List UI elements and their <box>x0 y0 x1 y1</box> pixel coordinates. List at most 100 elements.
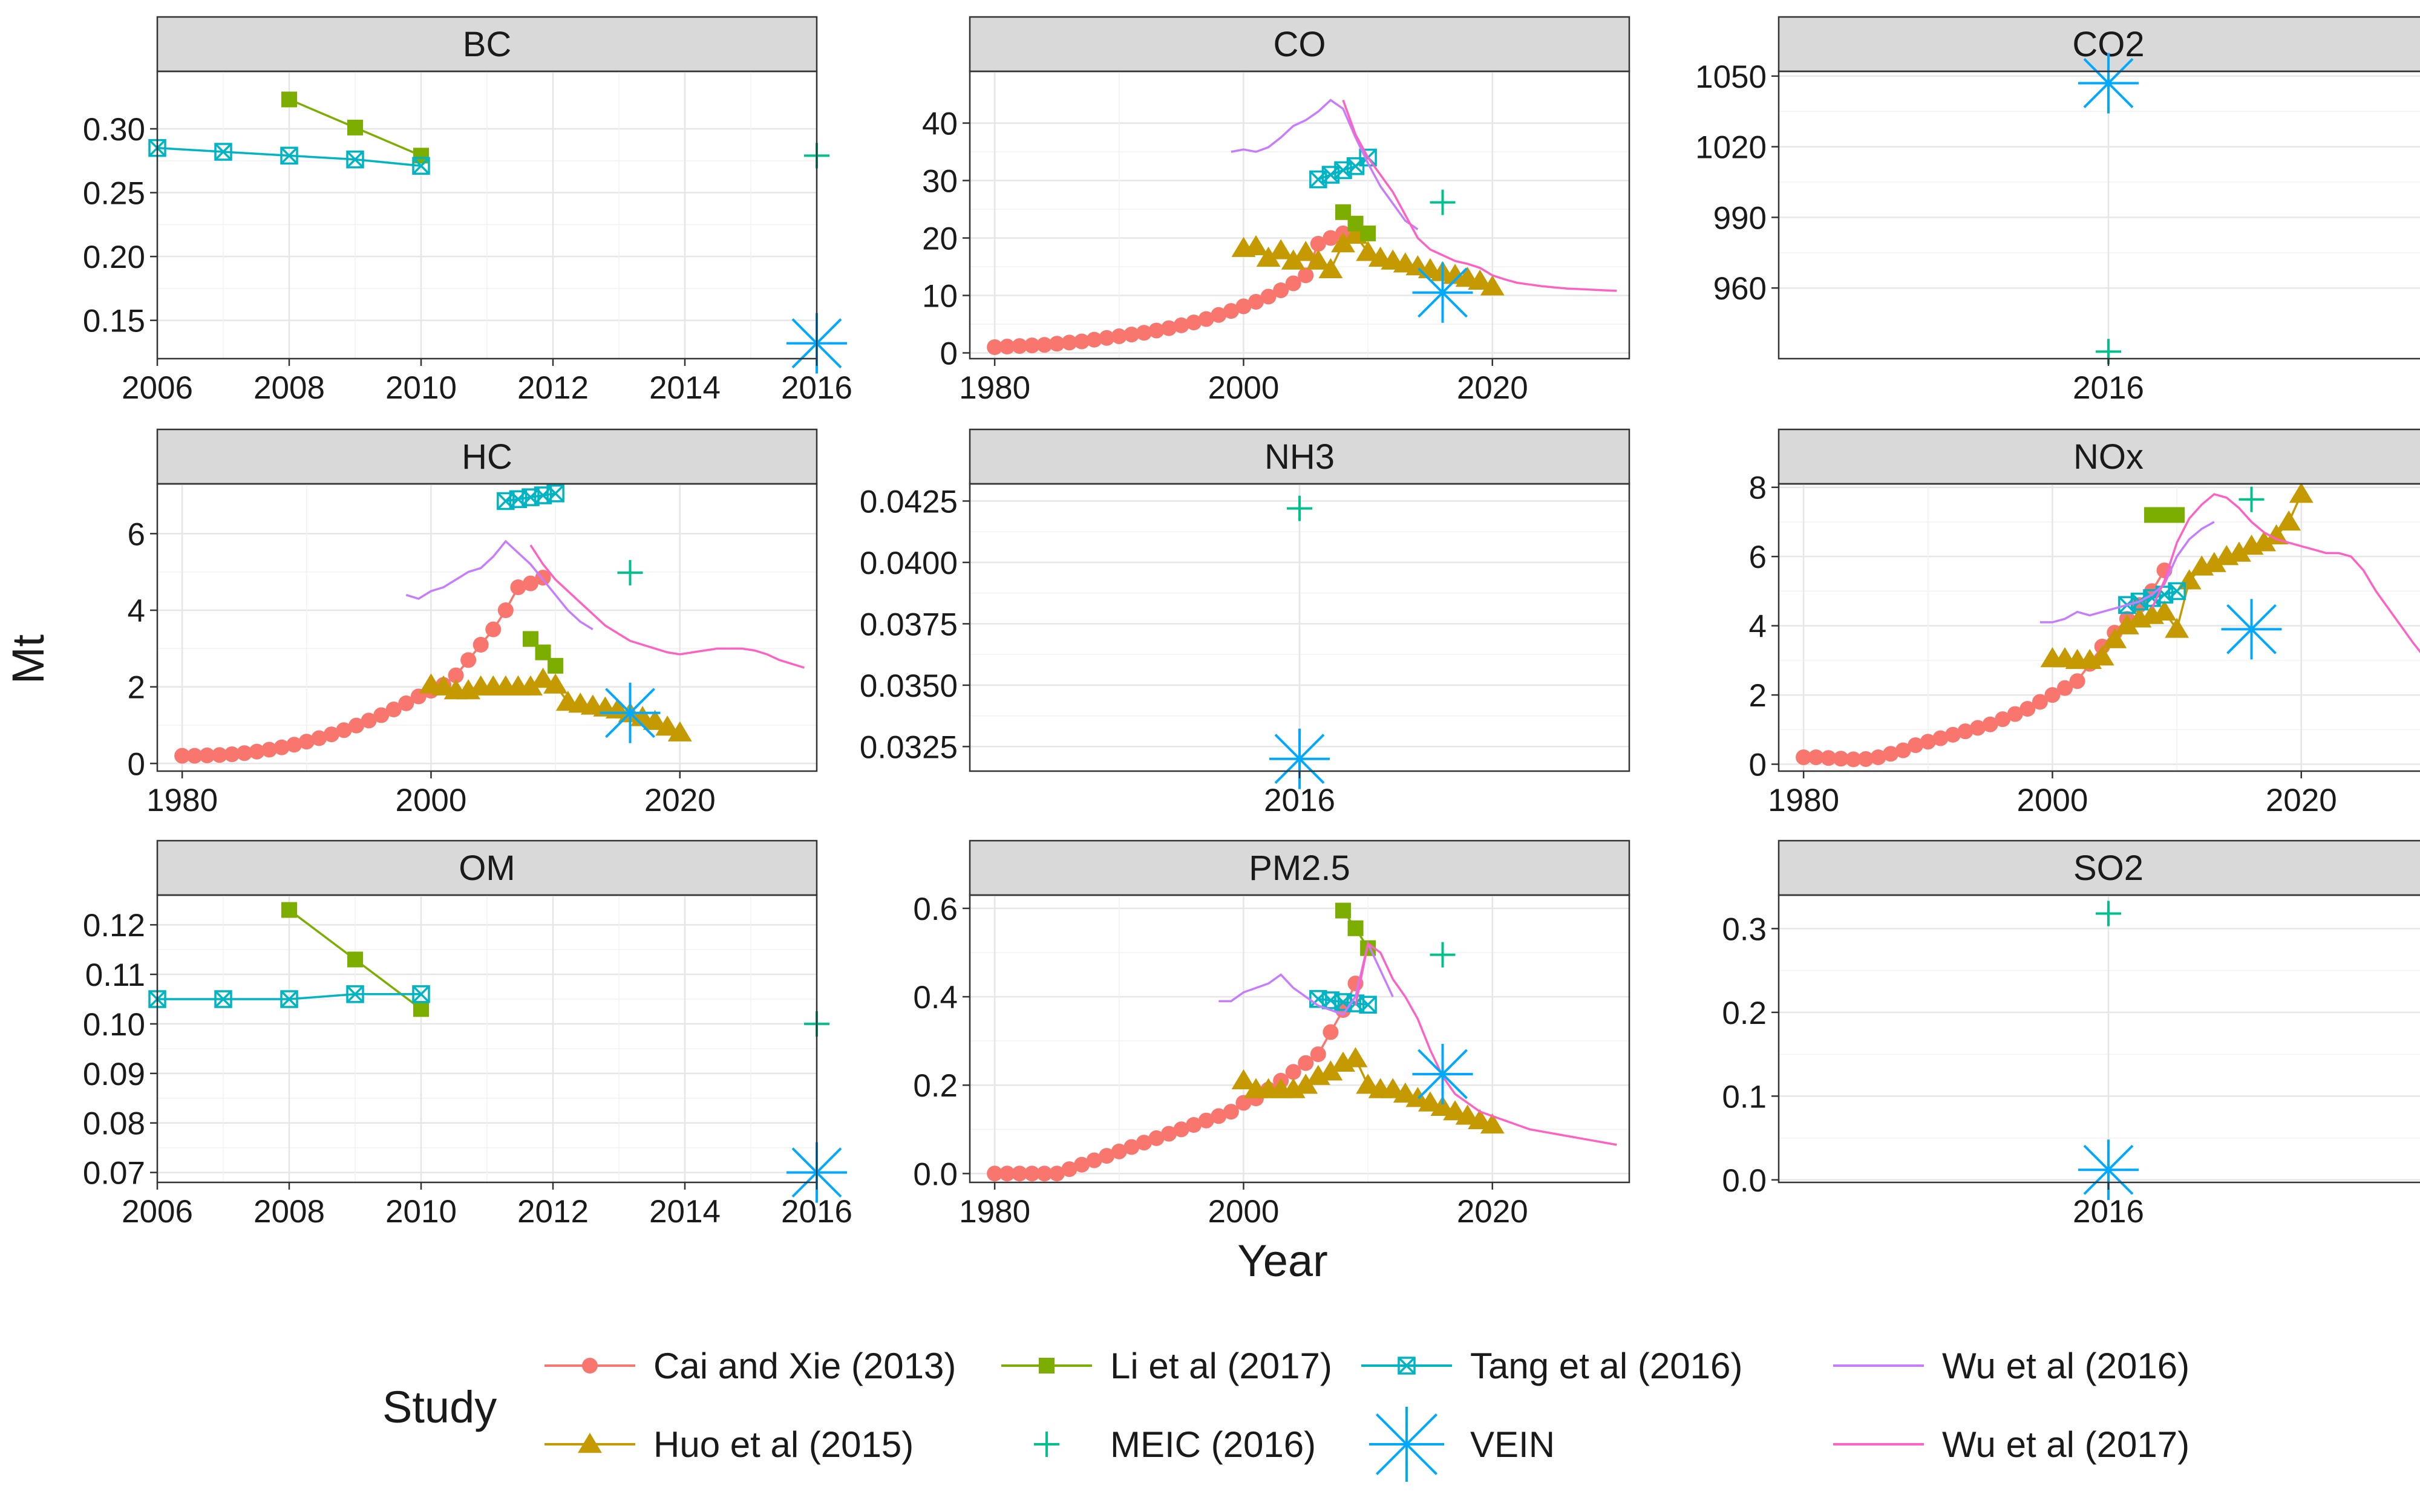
data-point <box>1036 337 1053 353</box>
legend-item-wu-et-al-2017: Wu et al (2017) <box>1833 1424 2189 1465</box>
series-li-et-al-2017 <box>522 631 564 674</box>
data-point <box>1318 258 1343 278</box>
data-point <box>1359 996 1377 1014</box>
x-axis-ticks: 2016 <box>1264 771 1335 818</box>
gridlines <box>1779 484 2420 771</box>
data-point <box>1273 282 1289 298</box>
data-point <box>1287 495 1312 521</box>
legend-key <box>1369 1407 1444 1482</box>
data-point <box>2169 507 2185 523</box>
data-point <box>1269 728 1330 789</box>
data-point <box>2221 599 2282 660</box>
y-axis-ticks: 0.0 0.1 0.2 0.3 <box>1722 911 1779 1199</box>
series-line <box>1231 99 1419 230</box>
data-point <box>1285 1064 1301 1080</box>
data-point <box>1123 327 1140 343</box>
legend-marker <box>1039 1358 1055 1374</box>
series-layer <box>2078 901 2139 1201</box>
data-point <box>1310 236 1326 252</box>
series-cai-and-xie-2013 <box>987 976 1364 1182</box>
data-point <box>273 739 290 755</box>
data-point <box>1982 716 1998 732</box>
data-point <box>1223 303 1239 319</box>
series-huo-et-al-2015 <box>1231 223 1505 296</box>
facet-strip-label: BC <box>463 25 512 64</box>
panel-border <box>156 70 818 360</box>
series-vein <box>2078 53 2139 114</box>
data-point <box>1231 1069 1256 1090</box>
data-point <box>1198 1112 1214 1129</box>
data-point <box>1857 751 1874 767</box>
legend-item-cai-and-xie-2013: Cai and Xie (2013) <box>544 1346 956 1386</box>
y-tick-label: 6 <box>128 516 145 552</box>
facet-strip-label: OM <box>459 849 515 888</box>
series-huo-et-al-2015 <box>419 668 692 741</box>
legend-label: Huo et al (2015) <box>653 1424 914 1465</box>
data-point <box>2252 531 2277 552</box>
data-point <box>2226 541 2251 562</box>
y-axis-ticks: 0.07 0.08 0.09 0.10 0.11 0.12 <box>83 908 157 1191</box>
legend-item-tang-et-al-2016: Tang et al (2016) <box>1361 1346 1742 1386</box>
data-point <box>224 746 240 763</box>
gridlines <box>1779 71 2420 359</box>
facet-strip <box>969 839 1630 896</box>
legend-item-meic-2016: MEIC (2016) <box>1034 1424 1316 1465</box>
panel-background <box>1779 71 2420 359</box>
panel-background <box>1779 895 2420 1182</box>
data-point <box>1443 1100 1468 1121</box>
data-point <box>1468 1109 1493 1129</box>
y-tick-label: 6 <box>1749 539 1767 575</box>
series-line <box>1354 942 1617 1146</box>
x-tick-label: 2020 <box>2266 783 2337 818</box>
data-point <box>385 702 402 718</box>
data-point <box>1256 246 1281 267</box>
data-point <box>1412 262 1473 323</box>
x-tick-label: 2008 <box>253 1194 325 1230</box>
data-point <box>1430 1095 1455 1116</box>
data-point <box>1833 751 1849 767</box>
data-point <box>1281 249 1306 270</box>
data-point <box>1285 275 1301 292</box>
data-point <box>1099 330 1115 346</box>
data-point <box>2019 700 2036 717</box>
data-point <box>346 150 364 169</box>
data-point <box>1468 269 1493 290</box>
x-tick-label: 2014 <box>649 1194 721 1230</box>
y-axis-ticks: 0 10 20 30 40 <box>922 106 970 372</box>
facet-strip-label: PM2.5 <box>1249 849 1350 888</box>
data-point <box>280 146 298 165</box>
y-tick-label: 0.12 <box>83 908 145 943</box>
panel-nh3: NH3 0.0325 0.0350 0.0375 0.0400 0.0425 2016 <box>860 428 1630 818</box>
data-point <box>2069 673 2085 689</box>
data-point <box>286 737 302 753</box>
data-point <box>1211 307 1227 323</box>
y-axis-title: Mt <box>3 634 53 684</box>
data-point <box>1845 751 1862 767</box>
data-point <box>2057 680 2073 696</box>
legend-key <box>544 1358 635 1374</box>
data-point <box>1099 1148 1115 1164</box>
y-tick-label: 960 <box>1713 271 1767 307</box>
data-point <box>1036 1165 1053 1182</box>
data-point <box>2152 600 2177 621</box>
data-point <box>497 602 514 618</box>
facet-strip-label: CO <box>1274 25 1326 64</box>
data-point <box>2078 53 2139 114</box>
data-point <box>2264 524 2289 545</box>
data-point <box>1173 317 1189 333</box>
legend-item-wu-et-al-2016: Wu et al (2016) <box>1833 1346 2189 1386</box>
facet-strip <box>1777 16 2420 73</box>
panel-co: CO 0 10 20 30 40 1980 2000 2020 <box>922 16 1630 406</box>
data-point <box>1111 1143 1127 1159</box>
data-point <box>1086 1152 1102 1168</box>
data-point <box>1418 1091 1442 1112</box>
data-point <box>2078 1139 2139 1201</box>
data-point <box>1430 189 1456 215</box>
data-point <box>1920 734 1936 750</box>
series-wu-et-al-2017 <box>2151 493 2420 653</box>
data-point <box>413 1001 429 1017</box>
x-tick-label: 2016 <box>2073 370 2144 406</box>
data-point <box>2044 687 2061 703</box>
data-point <box>1136 1135 1152 1151</box>
x-tick-label: 1980 <box>146 783 218 818</box>
